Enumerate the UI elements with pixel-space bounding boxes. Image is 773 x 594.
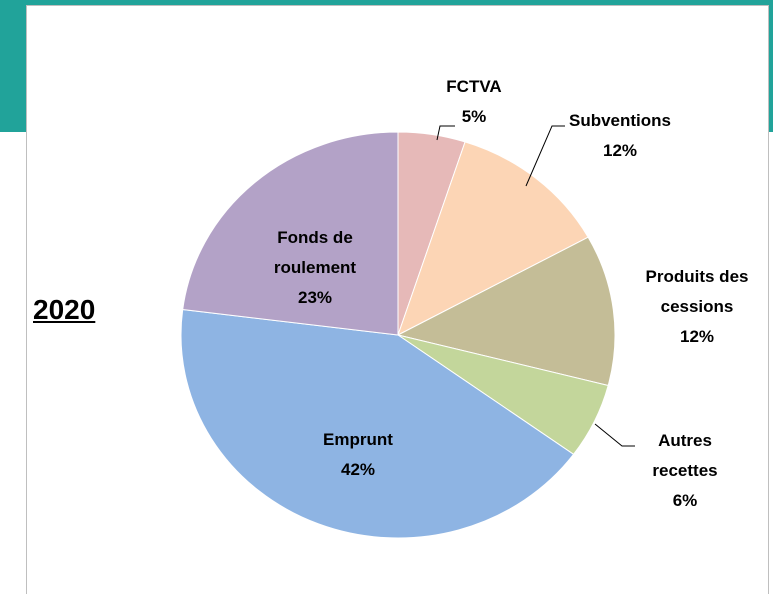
pie-slice xyxy=(396,236,616,387)
slice-label: Produits des cessions 12% xyxy=(622,262,772,352)
slice-label: Autres recettes 6% xyxy=(625,426,745,516)
pie-slice xyxy=(180,309,575,539)
slice-label: FCTVA 5% xyxy=(414,72,534,132)
value-label: 42% xyxy=(340,460,376,479)
category-label: FCTVA xyxy=(446,77,502,96)
leader-line xyxy=(436,125,455,141)
slice-label: Subventions 12% xyxy=(565,106,675,166)
category-label: Produits des cessions xyxy=(645,267,749,316)
value-label: 12% xyxy=(602,141,638,160)
value-label: 6% xyxy=(672,491,698,510)
chart-title: 2020 xyxy=(33,294,96,325)
slice-label: Fonds de roulement 23% xyxy=(250,223,380,313)
pie-slice xyxy=(397,141,589,337)
category-label: Autres recettes xyxy=(652,431,718,480)
category-label: Subventions xyxy=(568,111,671,130)
category-label: Fonds de roulement xyxy=(273,228,357,277)
slice-label: Emprunt 42% xyxy=(298,425,418,485)
leader-line xyxy=(525,125,565,187)
value-label: 23% xyxy=(297,288,333,307)
pie-slice xyxy=(182,131,399,336)
leader-line xyxy=(594,423,635,447)
value-label: 12% xyxy=(679,327,715,346)
category-label: Emprunt xyxy=(323,430,393,449)
value-label: 5% xyxy=(461,107,487,126)
